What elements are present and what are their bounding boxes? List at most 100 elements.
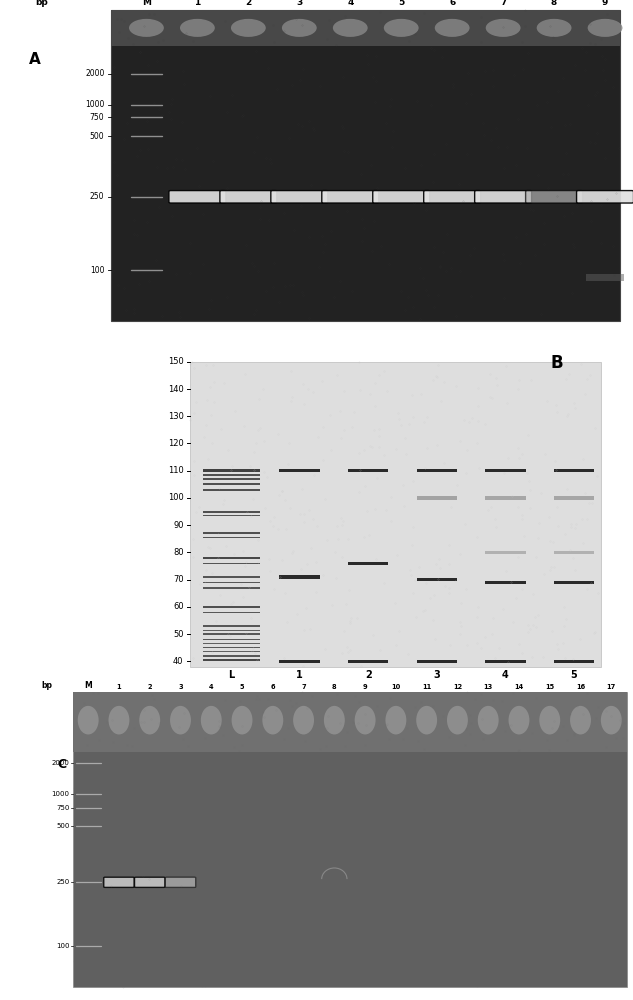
Text: 130: 130: [168, 412, 184, 421]
Bar: [203, 515, 260, 516]
Text: M: M: [142, 0, 151, 7]
Bar: [203, 563, 260, 564]
Ellipse shape: [282, 19, 316, 37]
Text: 5: 5: [240, 684, 244, 690]
Bar: [203, 478, 260, 480]
Ellipse shape: [384, 19, 418, 37]
FancyBboxPatch shape: [423, 191, 480, 203]
Text: 12: 12: [453, 684, 462, 690]
Ellipse shape: [232, 706, 253, 734]
Text: 100: 100: [168, 493, 184, 502]
Bar: [554, 469, 594, 472]
Text: 5: 5: [398, 0, 404, 7]
Text: L: L: [228, 670, 234, 680]
Ellipse shape: [324, 706, 345, 734]
Bar: [417, 660, 457, 663]
Ellipse shape: [129, 19, 164, 37]
Text: 1000: 1000: [52, 791, 70, 797]
Text: 2000: 2000: [52, 760, 70, 766]
Ellipse shape: [447, 706, 468, 734]
Ellipse shape: [180, 19, 215, 37]
Text: 14: 14: [515, 684, 523, 690]
Text: 50: 50: [173, 630, 184, 639]
Ellipse shape: [587, 19, 622, 37]
Bar: [203, 582, 260, 583]
Text: 4: 4: [209, 684, 213, 690]
Text: 7: 7: [301, 684, 306, 690]
Text: 750: 750: [90, 113, 104, 122]
Ellipse shape: [293, 706, 314, 734]
Text: 7: 7: [500, 0, 506, 7]
Bar: [279, 660, 320, 663]
Bar: [203, 639, 260, 640]
FancyBboxPatch shape: [220, 191, 277, 203]
Text: 2: 2: [147, 684, 152, 690]
Text: 9: 9: [363, 684, 367, 690]
Ellipse shape: [170, 706, 191, 734]
Bar: [417, 578, 457, 581]
Bar: [203, 625, 260, 627]
Bar: [203, 630, 260, 631]
Text: 100: 100: [56, 943, 70, 949]
Text: 150: 150: [168, 357, 184, 366]
Bar: [203, 489, 260, 491]
Bar: [203, 511, 260, 513]
Bar: [203, 633, 260, 635]
Bar: [203, 576, 260, 578]
Text: B: B: [551, 354, 563, 372]
Text: 15: 15: [545, 684, 555, 690]
Text: 1: 1: [194, 0, 201, 7]
Bar: [203, 537, 260, 538]
Text: M: M: [84, 681, 92, 690]
Text: 500: 500: [90, 132, 104, 141]
Ellipse shape: [508, 706, 529, 734]
Ellipse shape: [385, 706, 406, 734]
Ellipse shape: [537, 19, 572, 37]
Text: 80: 80: [173, 548, 184, 557]
Text: 2: 2: [245, 0, 251, 7]
Bar: [554, 660, 594, 663]
Ellipse shape: [354, 706, 375, 734]
Bar: [203, 606, 260, 608]
Text: 4: 4: [502, 670, 509, 680]
Bar: [203, 655, 260, 657]
Bar: [485, 469, 525, 472]
FancyBboxPatch shape: [322, 191, 379, 203]
Bar: [485, 581, 525, 584]
Ellipse shape: [201, 706, 222, 734]
Text: 16: 16: [576, 684, 585, 690]
Text: 2000: 2000: [85, 69, 104, 78]
Ellipse shape: [478, 706, 499, 734]
Bar: [203, 587, 260, 589]
Bar: [554, 551, 594, 554]
Text: 11: 11: [422, 684, 431, 690]
Text: 13: 13: [484, 684, 493, 690]
Text: A: A: [29, 52, 41, 67]
Text: 10: 10: [391, 684, 401, 690]
Text: 1000: 1000: [85, 100, 104, 109]
Bar: [203, 474, 260, 476]
Text: 500: 500: [56, 823, 70, 829]
Text: 1: 1: [116, 684, 122, 690]
Bar: [417, 496, 457, 500]
Bar: [348, 469, 389, 472]
Text: 110: 110: [168, 466, 184, 475]
FancyBboxPatch shape: [577, 191, 633, 203]
Text: 250: 250: [56, 879, 70, 885]
Bar: [279, 575, 320, 579]
Ellipse shape: [108, 706, 129, 734]
Bar: [203, 483, 260, 485]
Bar: [73, 692, 627, 987]
Ellipse shape: [262, 706, 283, 734]
Text: bp: bp: [35, 0, 47, 7]
Text: 2: 2: [365, 670, 372, 680]
Bar: [203, 643, 260, 644]
Bar: [203, 651, 260, 652]
Text: 8: 8: [551, 0, 557, 7]
Bar: [348, 660, 389, 663]
Text: 70: 70: [173, 575, 184, 584]
Ellipse shape: [139, 706, 160, 734]
Ellipse shape: [435, 19, 470, 37]
Bar: [203, 659, 260, 661]
Text: 3: 3: [178, 684, 183, 690]
